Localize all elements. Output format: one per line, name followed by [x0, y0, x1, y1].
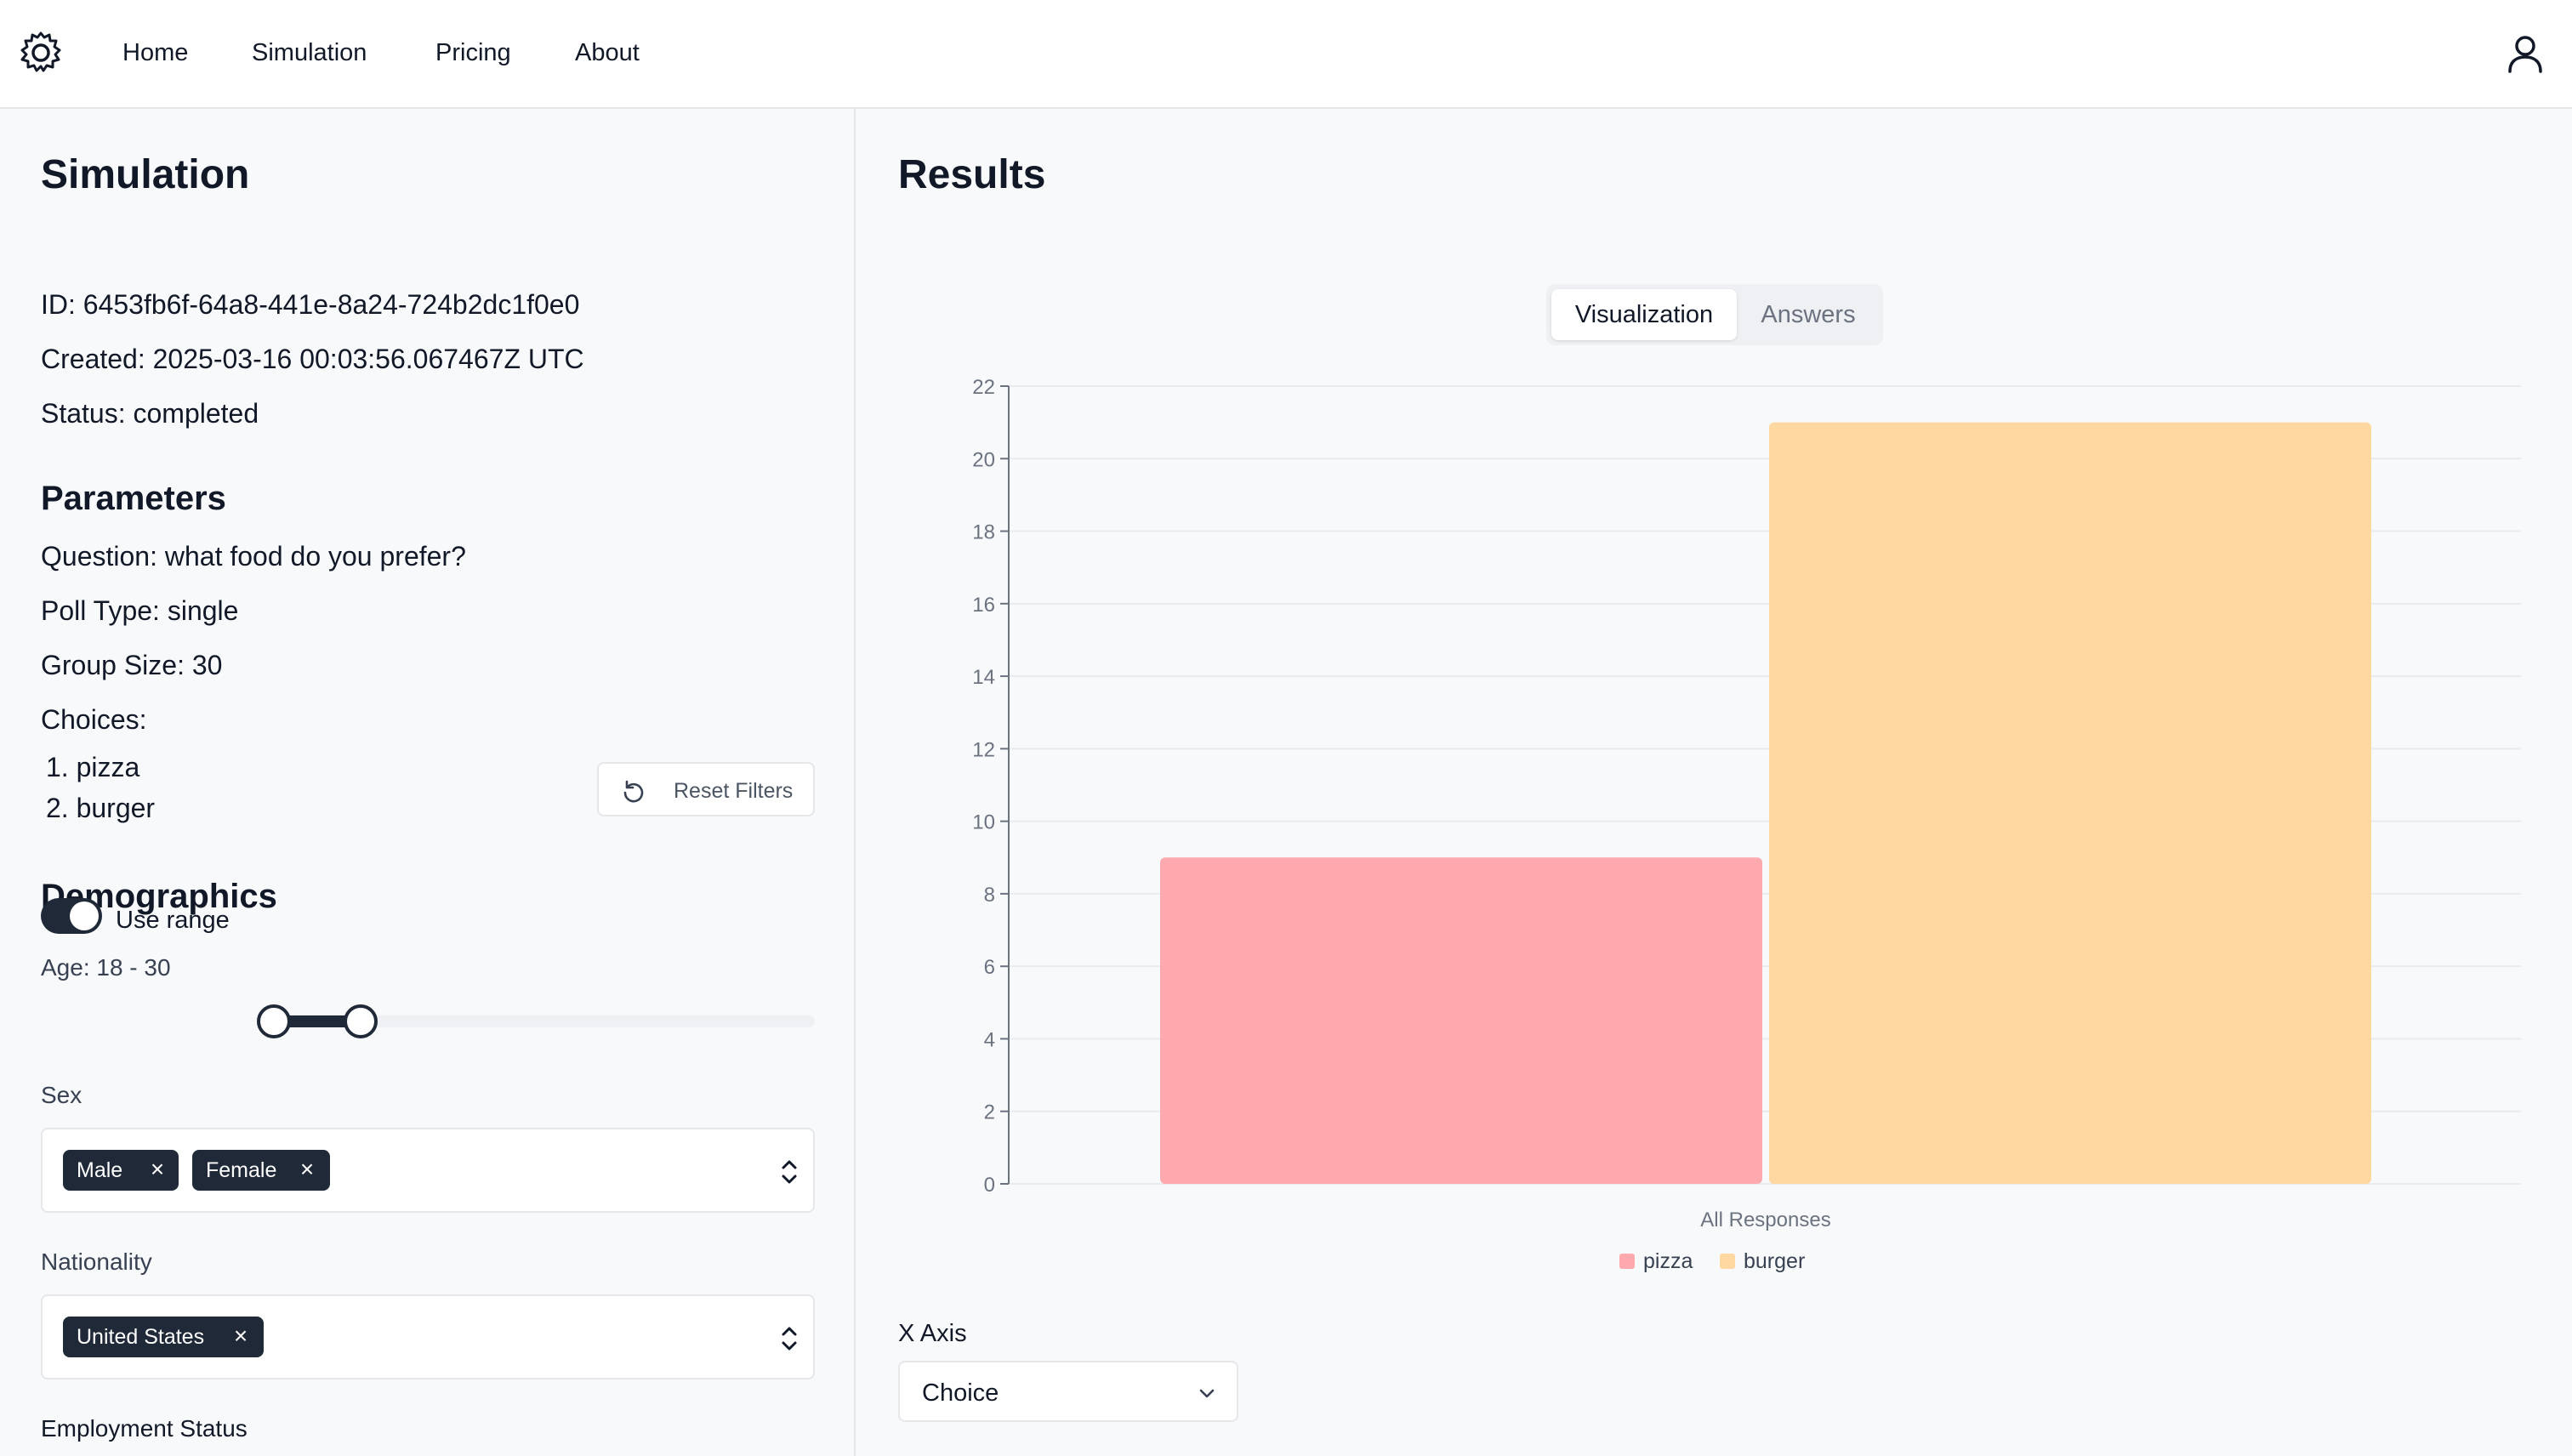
- remove-tag-icon[interactable]: ×: [233, 1322, 248, 1349]
- nationality-multiselect[interactable]: United States ×: [41, 1294, 815, 1379]
- choice-item: 2. burger: [46, 793, 156, 823]
- reset-filters-button[interactable]: Reset Filters: [597, 762, 815, 816]
- parameter-group-size: Group Size: 30: [41, 648, 222, 682]
- nav-about[interactable]: About: [575, 39, 640, 66]
- age-slider-range: [274, 1015, 362, 1027]
- poll-type-label: Poll Type:: [41, 595, 160, 626]
- created-value: 2025-03-16 00:03:56.067467Z UTC: [152, 344, 584, 374]
- tab-answers[interactable]: Answers: [1761, 301, 1856, 328]
- legend-swatch-burger: [1720, 1254, 1735, 1269]
- sex-label: Sex: [41, 1082, 83, 1108]
- x-axis-select[interactable]: Choice: [898, 1361, 1238, 1422]
- nav-pricing[interactable]: Pricing: [435, 39, 511, 66]
- y-tick-label: 6: [984, 956, 995, 979]
- nationality-label: Nationality: [41, 1248, 152, 1275]
- y-tick-label: 18: [972, 521, 995, 544]
- y-tick-label: 8: [984, 884, 995, 907]
- group-size-value: 30: [191, 650, 223, 680]
- y-tick-label: 20: [972, 448, 995, 471]
- legend-label-pizza: pizza: [1643, 1249, 1693, 1273]
- tag-label: Female: [206, 1158, 277, 1182]
- age-slider-track[interactable]: [274, 1015, 815, 1027]
- y-tick-label: 0: [984, 1174, 995, 1197]
- parameter-question: Question: what food do you prefer?: [41, 539, 466, 573]
- employment-status-label: Employment Status: [41, 1415, 248, 1442]
- simulation-status: Status: completed: [41, 396, 259, 430]
- bar-pizza: [1160, 857, 1762, 1184]
- poll-type-value: single: [167, 595, 239, 626]
- tag-label: United States: [77, 1325, 205, 1349]
- age-label: Age: 18 - 30: [41, 954, 171, 981]
- reset-filters-label: Reset Filters: [674, 779, 794, 803]
- reset-icon: [623, 780, 644, 803]
- remove-tag-icon[interactable]: ×: [150, 1156, 165, 1182]
- sex-multiselect[interactable]: Male × Female ×: [41, 1128, 815, 1213]
- use-range-label: Use range: [116, 907, 230, 934]
- results-tabs: Visualization Answers: [1546, 284, 1883, 345]
- simulation-title: Simulation: [41, 152, 250, 197]
- question-value: what food do you prefer?: [164, 541, 466, 572]
- status-label: Status:: [41, 398, 126, 429]
- y-tick-label: 12: [972, 738, 995, 761]
- id-value: 6453fb6f-64a8-441e-8a24-724b2dc1f0e0: [83, 289, 580, 320]
- age-slider-max-thumb[interactable]: [344, 1004, 378, 1038]
- x-axis-select-value: Choice: [922, 1379, 999, 1407]
- y-tick-label: 10: [972, 811, 995, 834]
- toggle-knob: [70, 901, 99, 930]
- parameter-poll-type: Poll Type: single: [41, 594, 238, 628]
- chevron-up-down-icon[interactable]: [776, 1157, 803, 1187]
- parameters-title: Parameters: [41, 480, 226, 517]
- x-axis-label: X Axis: [898, 1320, 967, 1347]
- results-title: Results: [898, 152, 1046, 197]
- y-tick-label: 14: [972, 666, 995, 689]
- sex-tag-female: Female ×: [192, 1150, 330, 1191]
- nationality-tag: United States ×: [63, 1317, 264, 1357]
- bar-burger: [1769, 422, 2371, 1184]
- age-slider-min-thumb[interactable]: [257, 1004, 291, 1038]
- question-label: Question:: [41, 541, 157, 572]
- created-label: Created:: [41, 344, 145, 374]
- sex-tag-male: Male ×: [63, 1150, 179, 1191]
- chevron-down-icon: [1199, 1389, 1215, 1398]
- status-value: completed: [133, 398, 259, 429]
- y-tick-label: 2: [984, 1101, 995, 1124]
- legend-swatch-pizza: [1619, 1254, 1635, 1269]
- results-bar-chart: 0 2 4 6 8 10 12 14 16 18 20 22 All Responses pizza bur…: [972, 376, 2521, 1273]
- choice-item: 1. pizza: [46, 752, 140, 782]
- choices-label: Choices:: [41, 704, 147, 735]
- nav-home[interactable]: Home: [122, 39, 189, 66]
- y-tick-label: 22: [972, 376, 995, 399]
- id-label: ID:: [41, 289, 76, 320]
- tag-label: Male: [77, 1158, 123, 1182]
- use-range-toggle[interactable]: [41, 898, 102, 934]
- simulation-id: ID: 6453fb6f-64a8-441e-8a24-724b2dc1f0e0: [41, 287, 579, 321]
- simulation-created: Created: 2025-03-16 00:03:56.067467Z UTC: [41, 342, 584, 376]
- x-category-label: All Responses: [1700, 1209, 1830, 1231]
- remove-tag-icon[interactable]: ×: [299, 1156, 315, 1182]
- user-icon[interactable]: [2504, 32, 2546, 75]
- group-size-label: Group Size:: [41, 650, 185, 680]
- y-tick-label: 4: [984, 1028, 995, 1051]
- top-navbar: Home Simulation Pricing About: [0, 0, 2572, 109]
- nav-simulation[interactable]: Simulation: [252, 39, 367, 66]
- legend-label-burger: burger: [1744, 1249, 1805, 1273]
- logo-gear-icon[interactable]: [19, 31, 63, 75]
- chevron-up-down-icon[interactable]: [776, 1323, 803, 1354]
- tab-visualization[interactable]: Visualization: [1551, 289, 1737, 340]
- y-tick-label: 16: [972, 594, 995, 617]
